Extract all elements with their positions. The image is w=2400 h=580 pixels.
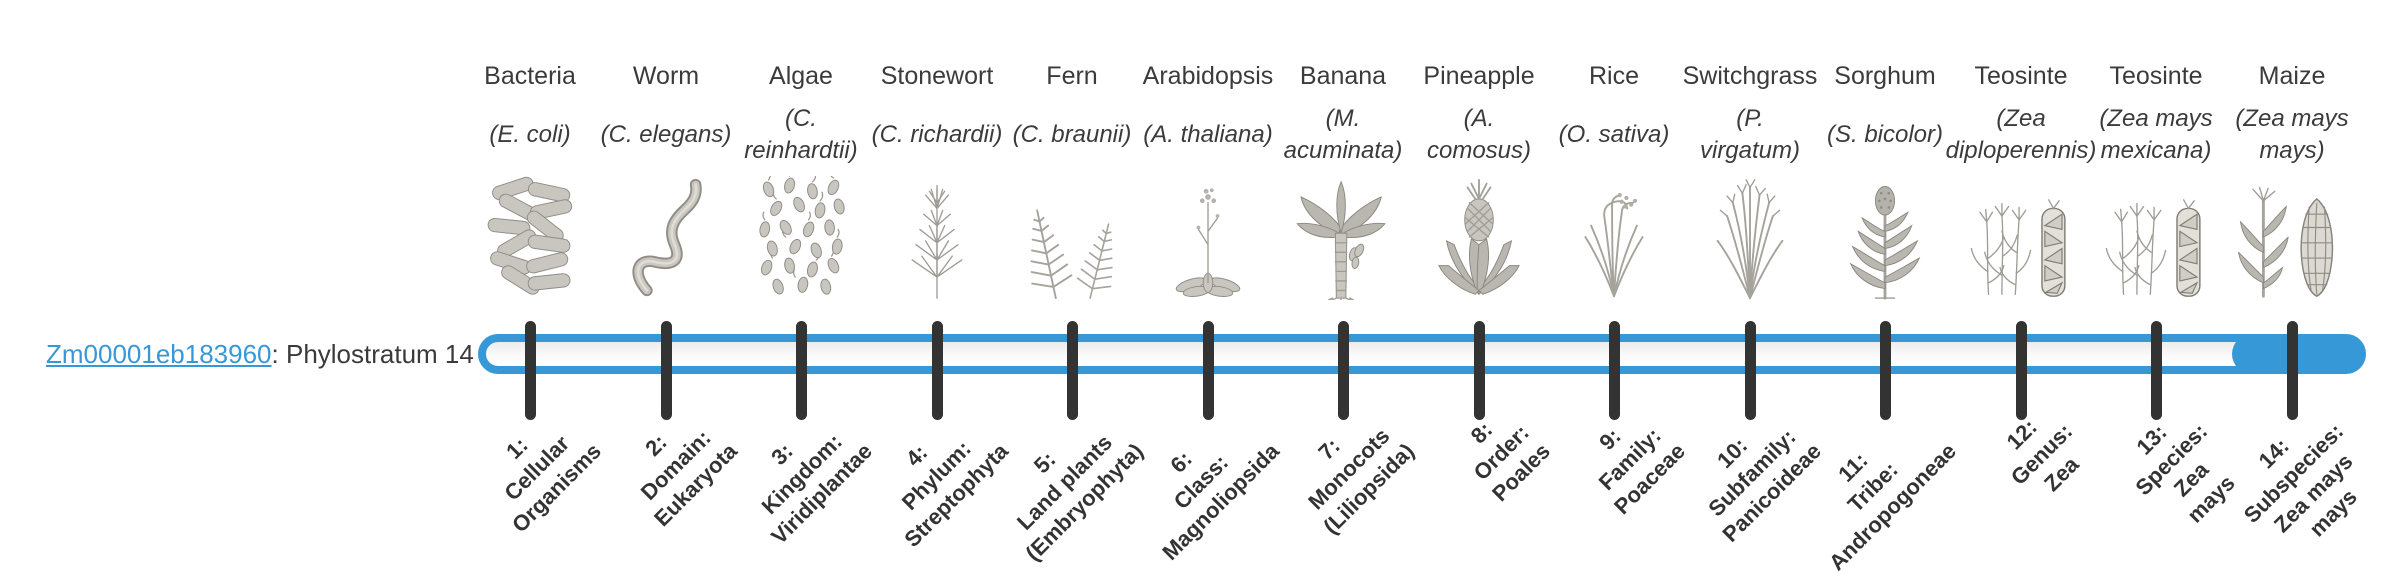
taxon-common-name: Maize xyxy=(2258,62,2326,90)
taxon-column-maize: Maize (Zea mays mays) 14: Subspe xyxy=(2202,0,2382,580)
gene-id-link[interactable]: Zm00001eb183960 xyxy=(46,339,272,369)
taxon-scientific-name: (P. virgatum) xyxy=(1699,105,1801,164)
bacteria-icon xyxy=(460,170,600,300)
taxon-scientific-name: (Zea diploperennis) xyxy=(1945,105,2097,164)
taxon-common-name: Teosinte xyxy=(1974,62,2068,90)
taxon-common-name: Bacteria xyxy=(484,62,576,90)
taxon-scientific-name: (E. coli) xyxy=(489,121,571,149)
banana-icon xyxy=(1273,170,1413,300)
timeline-tick xyxy=(660,321,672,420)
timeline-tick xyxy=(1066,321,1078,420)
timeline-tick xyxy=(2015,321,2027,420)
gene-phylostratum-text: : Phylostratum 14 xyxy=(271,339,474,369)
timeline-tick xyxy=(524,321,536,420)
teosinte-icon xyxy=(1951,170,2091,300)
taxon-common-name: Stonewort xyxy=(880,62,994,90)
taxon-scientific-name: (Zea mays mexicana) xyxy=(2099,105,2213,164)
taxon-common-name: Worm xyxy=(632,62,700,90)
timeline-tick xyxy=(1473,321,1485,420)
taxon-column-bacteria: Bacteria (E. coli) xyxy=(440,0,620,580)
gene-label: Zm00001eb183960: Phylostratum 14 xyxy=(46,339,474,370)
taxon-common-name: Rice xyxy=(1588,62,1639,90)
taxon-scientific-name: (O. sativa) xyxy=(1558,121,1670,149)
timeline-bar xyxy=(478,334,2366,374)
taxon-common-name: Teosinte xyxy=(2109,62,2203,90)
taxon-scientific-name: (Zea mays mays) xyxy=(2235,105,2349,164)
pineapple-icon xyxy=(1409,170,1549,300)
timeline-tick xyxy=(1337,321,1349,420)
maize-icon xyxy=(2222,170,2362,300)
timeline-tick xyxy=(1744,321,1756,420)
timeline-tick xyxy=(2150,321,2162,420)
taxon-scientific-name: (C. reinhardtii) xyxy=(744,105,858,164)
taxon-scientific-name: (M. acuminata) xyxy=(1283,105,1403,164)
taxon-scientific-name: (C. braunii) xyxy=(1012,121,1132,149)
taxon-common-name: Banana xyxy=(1299,62,1387,90)
taxon-common-name: Arabidopsis xyxy=(1142,62,1274,90)
taxon-column-sorghum: Sorghum (S. bicolor) xyxy=(1795,0,1975,580)
algae-icon xyxy=(731,170,871,300)
taxon-common-name: Pineapple xyxy=(1423,62,1535,90)
sorghum-icon xyxy=(1815,170,1955,300)
taxon-common-name: Fern xyxy=(1046,62,1098,90)
taxon-column-rice: Rice (O. sativa) xyxy=(1524,0,1704,580)
taxon-column-worm: Worm (C. elegans) 2: Domain: Eukaryota xyxy=(576,0,756,580)
taxon-column-arabidopsis: Arabidopsis (A. thaliana) 6: Class: Magn… xyxy=(1118,0,1298,580)
taxon-scientific-name: (C. richardii) xyxy=(871,121,1003,149)
rice-icon xyxy=(1544,170,1684,300)
fern-icon xyxy=(1002,170,1142,300)
taxon-common-name: Algae xyxy=(769,62,833,90)
stonewort-icon xyxy=(867,170,1007,300)
taxon-column-switchgrass: Switchgrass (P. virgatum) 10: Subfami xyxy=(1660,0,1840,580)
timeline-tick xyxy=(1202,321,1214,420)
taxon-column-teosinte-diploperennis: Teosinte (Zea diploperennis) xyxy=(1931,0,2111,580)
taxon-scientific-name: (A. comosus) xyxy=(1426,105,1532,164)
taxon-column-algae: Algae (C. reinhardtii) xyxy=(711,0,891,580)
taxon-column-stonewort: Stonewort (C. richardii) 4: Phylum: Stre… xyxy=(847,0,1027,580)
taxon-common-name: Switchgrass xyxy=(1682,62,1818,90)
taxon-column-fern: Fern (C. braunii) 5: Land plants (Embryo… xyxy=(982,0,1162,580)
taxon-column-banana: Banana (M. acuminata) xyxy=(1253,0,1433,580)
arabidopsis-icon xyxy=(1138,170,1278,300)
taxon-scientific-name: (S. bicolor) xyxy=(1826,121,1944,149)
timeline-tick xyxy=(1608,321,1620,420)
switchgrass-icon xyxy=(1680,170,1820,300)
teosinte-icon xyxy=(2086,170,2226,300)
timeline-tick xyxy=(2286,321,2298,420)
phylostratum-rank-label: 14: Subspecies: Zea mays mays xyxy=(2238,418,2363,542)
taxon-column-pineapple: Pineapple (A. comosus) 8: Order: Poales xyxy=(1389,0,1569,580)
taxon-scientific-name: (A. thaliana) xyxy=(1143,121,1273,149)
worm-icon xyxy=(596,170,736,300)
taxon-scientific-name: (C. elegans) xyxy=(600,121,732,149)
taxon-column-teosinte-mexicana: Teosinte (Zea mays mexicana) xyxy=(2066,0,2246,580)
taxon-common-name: Sorghum xyxy=(1834,62,1936,90)
timeline-tick xyxy=(795,321,807,420)
timeline-tick xyxy=(931,321,943,420)
timeline-tick xyxy=(1879,321,1891,420)
